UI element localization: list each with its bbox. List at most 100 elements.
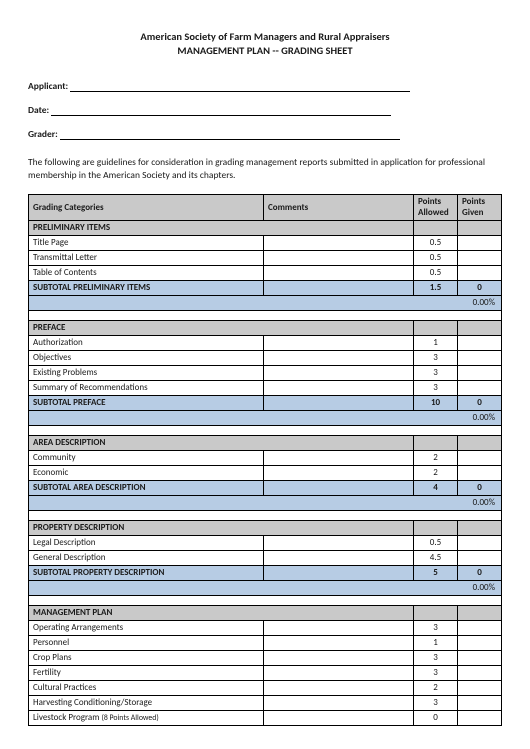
item-allowed: 0 [414,710,458,725]
item-comments[interactable] [264,620,414,635]
pct-value: 0.00% [29,495,502,510]
item-given[interactable] [458,235,502,250]
date-label: Date: [28,104,49,116]
item-given[interactable] [458,665,502,680]
grader-line[interactable] [60,129,400,140]
item-given[interactable] [458,695,502,710]
item-row: Existing Problems3 [29,365,502,380]
item-label: Operating Arrangements [29,620,264,635]
item-allowed: 1 [414,635,458,650]
section-given [458,435,502,450]
item-given[interactable] [458,450,502,465]
item-given[interactable] [458,680,502,695]
item-given[interactable] [458,335,502,350]
subtotal-given: 0 [458,480,502,495]
item-comments[interactable] [264,235,414,250]
item-row: Operating Arrangements 3 [29,620,502,635]
item-comments[interactable] [264,450,414,465]
item-comments[interactable] [264,550,414,565]
section-given [458,220,502,235]
item-allowed: 3 [414,620,458,635]
item-label: Community [29,450,264,465]
spacer-row [29,425,502,435]
item-allowed: 3 [414,665,458,680]
pct-value: 0.00% [29,410,502,425]
item-given[interactable] [458,465,502,480]
date-field: Date: [28,104,502,116]
item-row: Summary of Recommendations3 [29,380,502,395]
item-row: Authorization 1 [29,335,502,350]
item-comments[interactable] [264,535,414,550]
item-given[interactable] [458,380,502,395]
item-comments[interactable] [264,680,414,695]
item-comments[interactable] [264,250,414,265]
item-allowed: 2 [414,465,458,480]
subtotal-row: SUBTOTAL PREFACE100 [29,395,502,410]
item-row: Objectives3 [29,350,502,365]
org-name: American Society of Farm Managers and Ru… [28,30,502,44]
subtotal-given: 0 [458,565,502,580]
item-comments[interactable] [264,380,414,395]
subtotal-comments [264,480,414,495]
subtotal-allowed: 5 [414,565,458,580]
pct-value: 0.00% [29,295,502,310]
section-allowed [414,435,458,450]
grader-field: Grader: [28,128,502,140]
item-label: Economic [29,465,264,480]
item-comments[interactable] [264,265,414,280]
item-allowed: 3 [414,380,458,395]
item-comments[interactable] [264,465,414,480]
applicant-label: Applicant: [28,80,68,92]
item-comments[interactable] [264,695,414,710]
applicant-line[interactable] [70,81,410,92]
pct-row: 0.00% [29,295,502,310]
item-label: Objectives [29,350,264,365]
item-label: General Description [29,550,264,565]
item-row: Table of Contents0.5 [29,265,502,280]
item-allowed: 3 [414,695,458,710]
document-page: American Society of Farm Managers and Ru… [0,0,530,749]
item-comments[interactable] [264,365,414,380]
item-comments[interactable] [264,665,414,680]
section-name: MANAGEMENT PLAN [29,605,414,620]
item-row: Fertility3 [29,665,502,680]
subtotal-row: SUBTOTAL AREA DESCRIPTION40 [29,480,502,495]
item-label: Table of Contents [29,265,264,280]
item-given[interactable] [458,635,502,650]
item-given[interactable] [458,365,502,380]
item-given[interactable] [458,650,502,665]
section-name: AREA DESCRIPTION [29,435,414,450]
item-given[interactable] [458,550,502,565]
item-label: Authorization [29,335,264,350]
document-header: American Society of Farm Managers and Ru… [28,30,502,58]
item-comments[interactable] [264,650,414,665]
item-given[interactable] [458,250,502,265]
item-row: General Description4.5 [29,550,502,565]
section-given [458,520,502,535]
item-row: Title Page0.5 [29,235,502,250]
item-label: Existing Problems [29,365,264,380]
intro-text: The following are guidelines for conside… [28,156,502,182]
item-comments[interactable] [264,335,414,350]
item-allowed: 1 [414,335,458,350]
item-given[interactable] [458,535,502,550]
header-row: Grading Categories Comments Points Allow… [29,194,502,220]
item-row: Community2 [29,450,502,465]
section-name: PREFACE [29,320,414,335]
subtotal-allowed: 10 [414,395,458,410]
item-given[interactable] [458,710,502,725]
pct-row: 0.00% [29,495,502,510]
item-given[interactable] [458,265,502,280]
item-given[interactable] [458,620,502,635]
subtotal-label: SUBTOTAL PREFACE [29,395,264,410]
section-allowed [414,220,458,235]
item-given[interactable] [458,350,502,365]
item-comments[interactable] [264,350,414,365]
section-header: MANAGEMENT PLAN [29,605,502,620]
section-name: PROPERTY DESCRIPTION [29,520,414,535]
item-comments[interactable] [264,635,414,650]
item-allowed: 2 [414,680,458,695]
subtotal-label: SUBTOTAL PRELIMINARY ITEMS [29,280,264,295]
item-comments[interactable] [264,710,414,725]
date-line[interactable] [51,105,391,116]
